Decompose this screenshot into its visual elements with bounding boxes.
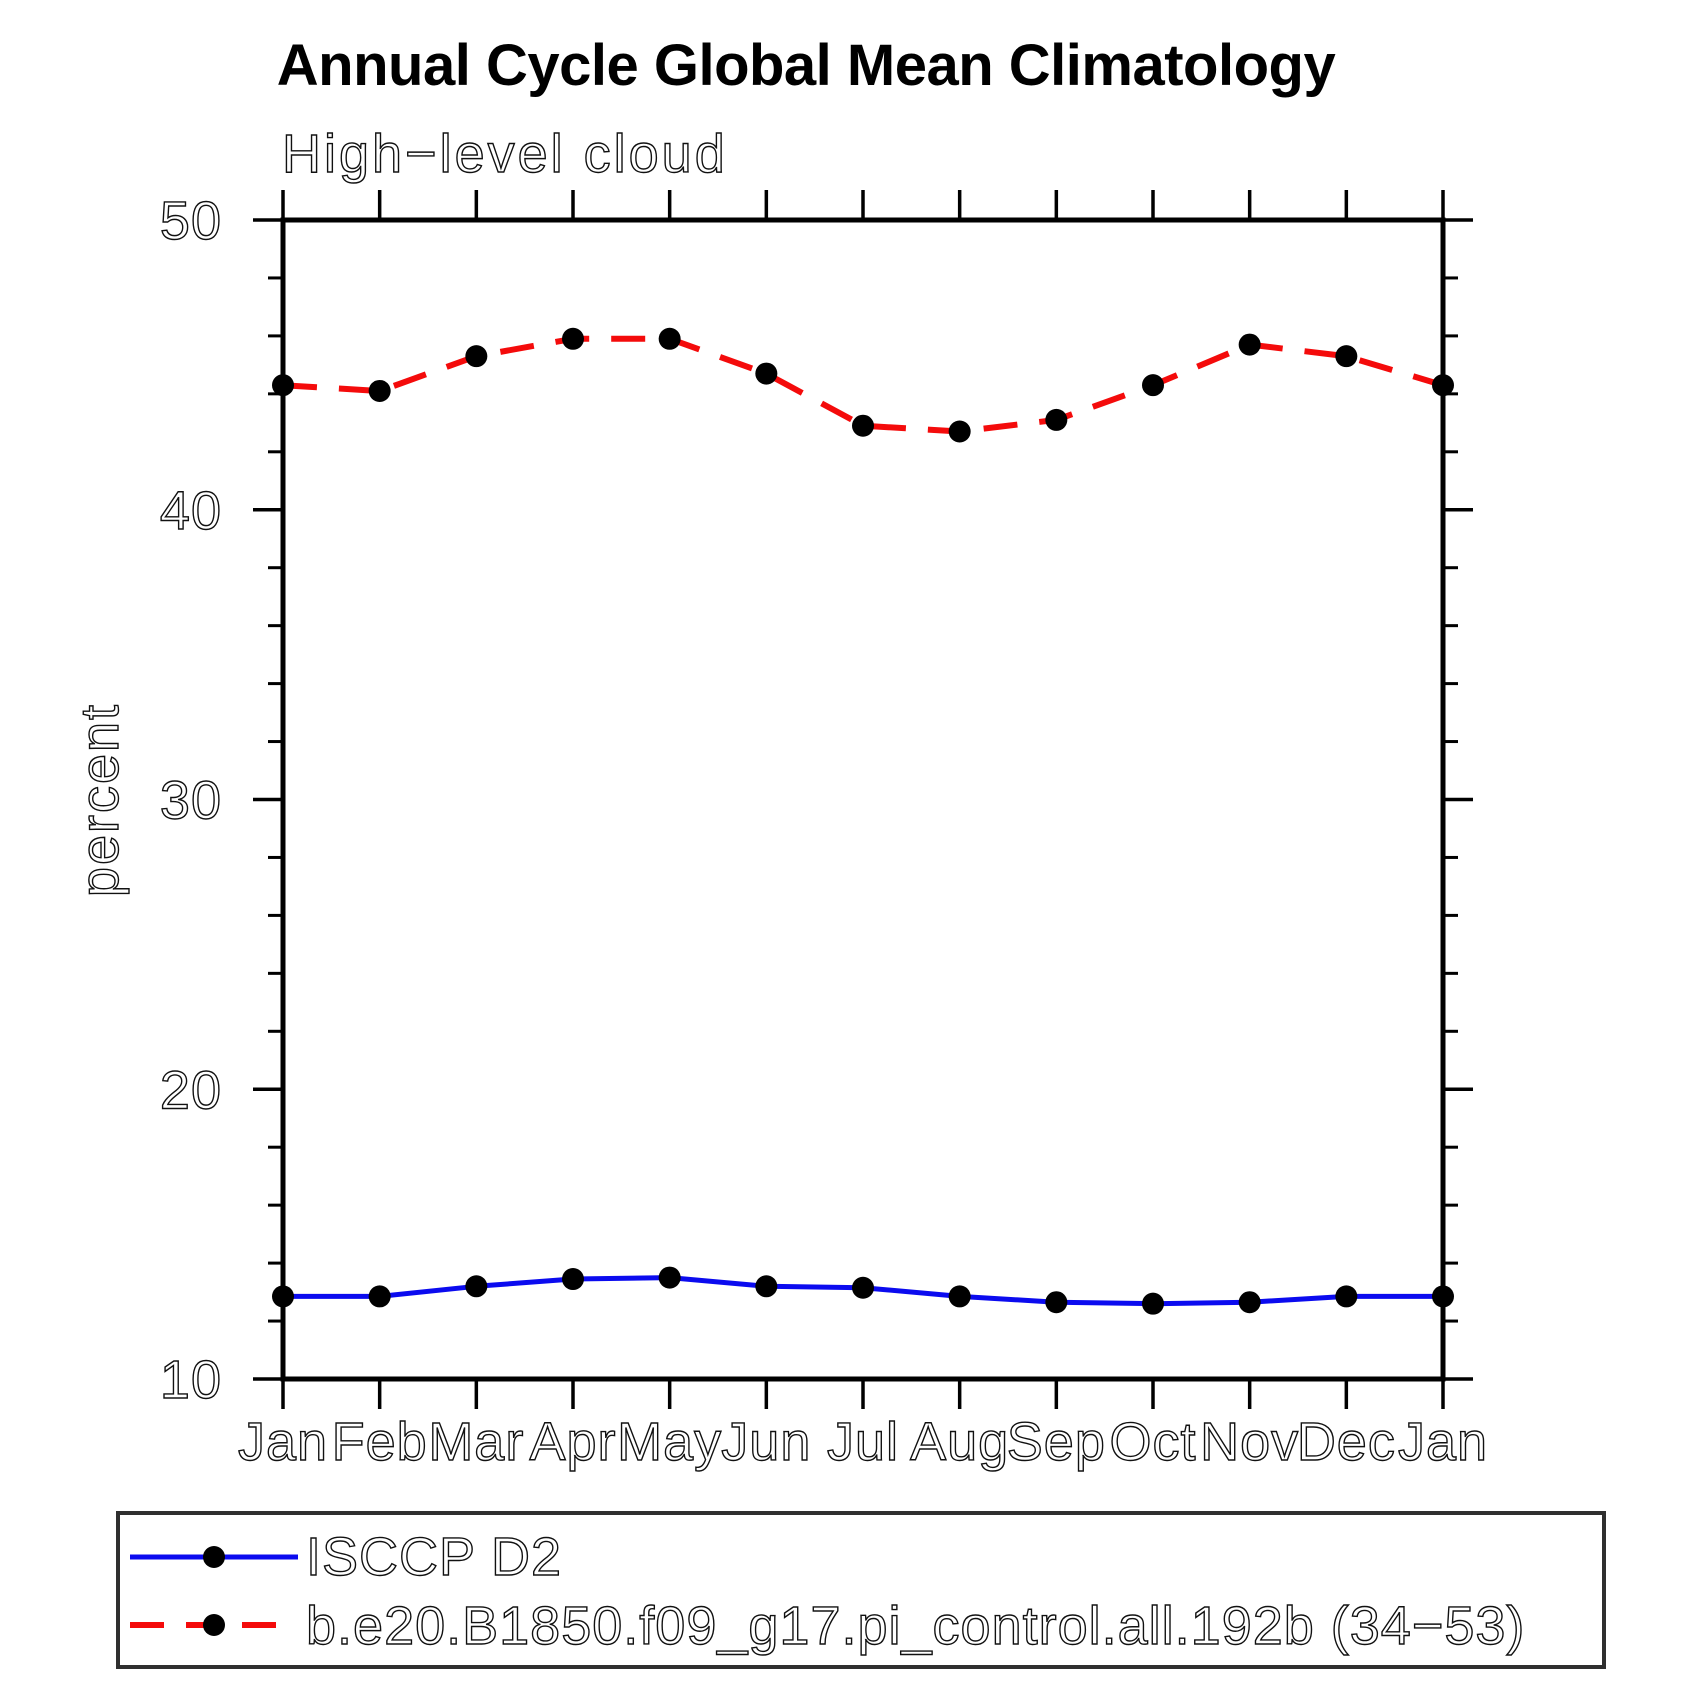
- data-series-lines: [282, 335, 1444, 1307]
- data-point-marker: [465, 1275, 488, 1298]
- data-point-marker: [852, 1276, 874, 1299]
- data-point-marker: [1142, 374, 1164, 397]
- data-point-marker: [368, 379, 391, 402]
- y-tick-label: 10: [160, 1350, 222, 1410]
- y-tick-labels: 10 20 30 40 50: [159, 190, 222, 1410]
- x-tick-label: Jul: [827, 1412, 899, 1472]
- data-series-markers: [272, 327, 1454, 1315]
- data-point-marker: [755, 1275, 778, 1298]
- data-point-marker: [368, 1285, 391, 1308]
- data-point-marker: [1045, 1291, 1068, 1314]
- data-point-marker: [948, 420, 971, 443]
- data-point-marker: [272, 1285, 294, 1308]
- data-point-marker: [562, 327, 584, 350]
- x-tick-label: Aug: [910, 1412, 1009, 1472]
- x-tick-label: Feb: [332, 1412, 428, 1472]
- legend-label-isccp: ISCCP D2: [306, 1527, 562, 1587]
- data-point-marker: [1238, 1291, 1261, 1314]
- data-point-marker: [1238, 333, 1261, 356]
- data-point-marker: [1142, 1292, 1164, 1315]
- data-point-marker: [562, 1268, 584, 1291]
- data-point-marker: [755, 362, 778, 385]
- x-tick-label: May: [617, 1412, 722, 1472]
- x-tick-label: Dec: [1297, 1412, 1396, 1472]
- data-point-marker: [1432, 374, 1454, 397]
- x-tick-label: Apr: [529, 1412, 616, 1472]
- x-tick-label: Sep: [1007, 1412, 1106, 1472]
- y-tick-label: 40: [160, 481, 222, 541]
- x-tick-label: Nov: [1200, 1412, 1299, 1472]
- data-point-marker: [658, 1266, 681, 1289]
- y-axis-label: percent: [70, 703, 130, 897]
- legend-marker-dot: [203, 1546, 225, 1568]
- data-point-marker: [1335, 1285, 1358, 1308]
- x-tick-label: Oct: [1109, 1412, 1196, 1472]
- data-point-marker: [1432, 1285, 1454, 1308]
- legend-label-model: b.e20.B1850.f09_g17.pi_control.all.192b …: [306, 1596, 1525, 1656]
- y-axis-ticks: [253, 218, 1473, 1381]
- plot-frame: [280, 217, 1446, 1382]
- x-tick-label: Jun: [721, 1412, 811, 1472]
- chart-title: Annual Cycle Global Mean Climatology: [277, 33, 1336, 98]
- legend-frame: [116, 1511, 1606, 1669]
- legend-item-model: b.e20.B1850.f09_g17.pi_control.all.192b …: [130, 1595, 1525, 1657]
- legend-marker-dot: [203, 1614, 225, 1636]
- data-point-marker: [272, 374, 294, 397]
- data-point-marker: [658, 327, 681, 350]
- y-tick-label: 30: [160, 771, 222, 831]
- data-point-marker: [852, 414, 874, 437]
- x-tick-label: Mar: [428, 1412, 524, 1472]
- x-tick-label: Jan: [1398, 1412, 1488, 1472]
- chart-subtitle: High−level cloud: [282, 124, 728, 184]
- y-tick-label: 50: [160, 191, 222, 251]
- legend-item-isccp: ISCCP D2: [130, 1526, 562, 1588]
- y-tick-label: 20: [160, 1060, 222, 1120]
- data-point-marker: [1045, 408, 1068, 431]
- data-point-marker: [465, 345, 488, 368]
- data-point-marker: [948, 1285, 971, 1308]
- legend: ISCCP D2 b.e20.B1850.f09_g17.pi_control.…: [116, 1511, 1606, 1669]
- x-axis-ticks: [281, 190, 1445, 1409]
- x-tick-label: Jan: [238, 1412, 328, 1472]
- data-point-marker: [1335, 345, 1358, 368]
